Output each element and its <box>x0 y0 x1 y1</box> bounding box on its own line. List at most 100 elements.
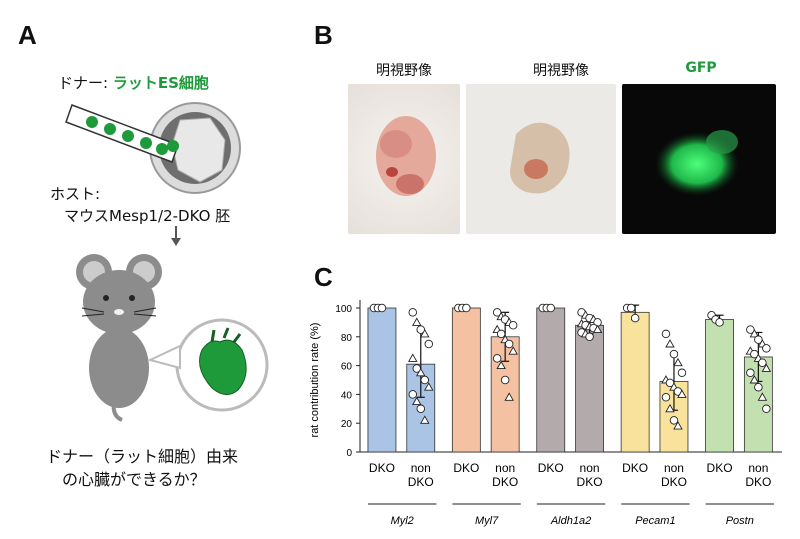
donor-prefix: ドナー: <box>58 74 113 92</box>
y-tick-label: 0 <box>346 448 352 459</box>
data-point <box>419 329 430 338</box>
y-tick-label: 60 <box>341 362 353 373</box>
mouse-head <box>83 270 155 334</box>
panel-c-letter: C <box>314 262 333 292</box>
data-point <box>749 329 760 338</box>
question-line1: ドナー（ラット細胞）由来 <box>46 447 239 466</box>
bar-label: DKO <box>661 475 687 489</box>
heart-icon <box>199 339 247 395</box>
data-point <box>626 303 636 313</box>
data-point <box>420 375 430 385</box>
bar-label: DKO <box>538 461 564 475</box>
photo-label-gfp: GFP <box>685 60 717 76</box>
data-point <box>377 303 387 313</box>
data-point <box>749 375 760 384</box>
photo-label-2: 明視野像 <box>533 63 589 79</box>
question-line2: の心臓ができるか？ <box>62 470 206 489</box>
data-point <box>415 367 426 377</box>
data-point <box>546 303 555 313</box>
data-point <box>757 392 768 401</box>
gfp-photo <box>622 84 776 234</box>
data-point <box>715 318 724 327</box>
contribution-chart: rat contribution rate (%) 0 20 40 60 80 100 DKO… <box>309 300 782 527</box>
data-point <box>762 404 771 414</box>
y-tick-label: 100 <box>335 304 352 315</box>
data-point <box>673 357 683 367</box>
gene-label: Myl7 <box>475 515 499 527</box>
data-point <box>592 324 603 334</box>
data-point <box>665 339 675 348</box>
bar-label: DKO <box>408 475 434 489</box>
data-point <box>411 317 422 326</box>
data-point <box>673 421 683 430</box>
down-arrow-icon <box>171 226 181 246</box>
data-point <box>630 313 640 323</box>
data-point <box>407 353 418 362</box>
data-point <box>416 404 426 414</box>
data-point <box>496 360 506 370</box>
data-point <box>500 375 510 385</box>
photo-label-1: 明視野像 <box>376 63 432 79</box>
bar-label: non <box>580 461 600 475</box>
data-point <box>758 358 767 367</box>
bar <box>620 311 650 453</box>
data-point <box>504 339 514 349</box>
data-point <box>661 329 671 339</box>
bar-label: DKO <box>745 475 771 489</box>
bar-label: DKO <box>622 461 648 475</box>
mouse-body <box>89 328 149 408</box>
mouse-illustration <box>76 254 269 422</box>
data-point <box>411 396 422 406</box>
bar-label: non <box>495 461 515 475</box>
data-point <box>423 382 434 391</box>
data-point <box>669 416 679 425</box>
bar-label: DKO <box>369 461 395 475</box>
data-point <box>492 354 502 363</box>
data-point <box>424 339 434 349</box>
donor-cells <box>86 116 179 155</box>
data-point <box>508 321 518 330</box>
bar <box>451 307 481 453</box>
data-point <box>585 332 594 342</box>
brightfield-photo-2 <box>466 84 616 234</box>
data-point <box>754 382 763 392</box>
bar <box>575 324 604 453</box>
donor-cells-label: ラットES細胞 <box>112 74 209 92</box>
data-point <box>419 415 430 424</box>
data-point <box>665 403 675 413</box>
data-point <box>762 344 771 353</box>
bar-label: DKO <box>707 461 733 475</box>
panel-a-letter: A <box>18 20 37 50</box>
bar-label: DKO <box>453 461 479 475</box>
bar-label: non <box>748 461 768 475</box>
brightfield-photo-1 <box>348 84 460 234</box>
data-point <box>462 303 471 313</box>
bar <box>536 307 566 453</box>
panel-b-letter: B <box>314 20 333 50</box>
data-point <box>677 389 687 398</box>
bar-label: DKO <box>492 475 518 489</box>
bar-label: non <box>411 461 431 475</box>
gene-label: Pecam1 <box>635 515 675 527</box>
y-tick-label: 80 <box>341 333 353 344</box>
y-axis-label: rat contribution rate (%) <box>309 323 321 438</box>
gene-label: Aldh1a2 <box>550 515 591 527</box>
bar-label: non <box>664 461 684 475</box>
data-point <box>669 349 679 359</box>
data-point <box>677 368 687 378</box>
data-point <box>761 363 772 372</box>
data-point <box>508 346 518 355</box>
host-embryo-label: マウスMesp1/2-DKO 胚 <box>64 207 231 225</box>
bar <box>367 307 397 453</box>
gene-label: Postn <box>726 515 754 527</box>
donor-label: ドナー: ラットES細胞 <box>58 72 209 93</box>
gene-label: Myl2 <box>391 515 414 527</box>
host-label: ホスト: <box>50 185 101 203</box>
bar-label: DKO <box>577 475 603 489</box>
data-point <box>504 392 514 401</box>
bar <box>705 319 734 453</box>
data-point <box>746 368 755 378</box>
y-tick-label: 40 <box>341 390 353 401</box>
data-point <box>661 393 671 402</box>
data-point <box>408 390 418 399</box>
